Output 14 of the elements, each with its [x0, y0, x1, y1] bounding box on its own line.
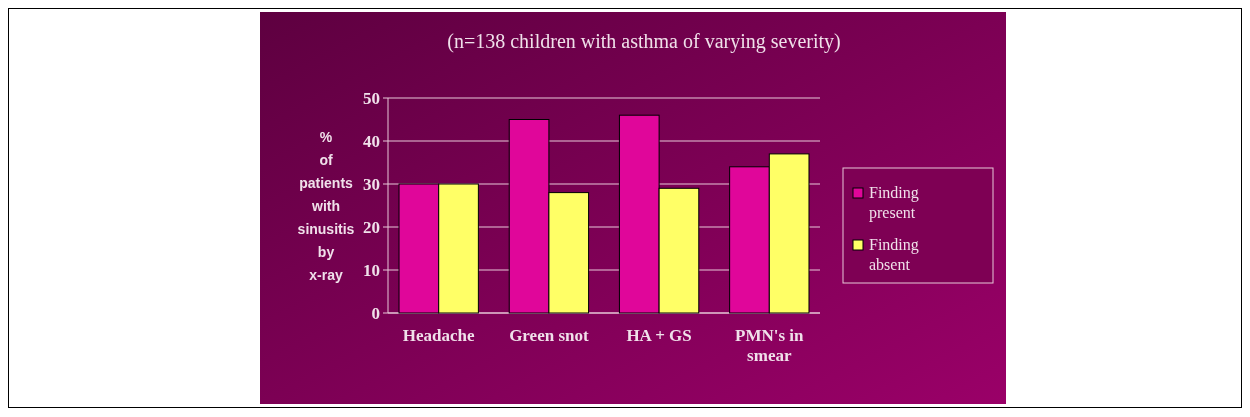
x-tick-label: HA + GS	[626, 326, 692, 345]
legend-label: Finding absent	[869, 236, 919, 273]
y-tick-label: 50	[363, 88, 380, 108]
y-tick-label: 10	[363, 260, 380, 280]
x-tick-label: Headache	[402, 326, 476, 345]
y-tick-label: 20	[363, 217, 380, 237]
chart-title: (n=138 children with asthma of varying severity)	[447, 30, 841, 53]
y-tick-label: 0	[371, 303, 380, 323]
x-tick-label: PMN's in smear	[735, 326, 805, 365]
y-tick-label: 30	[363, 174, 380, 194]
y-axis-title: % of patients with sinusitis by x-ray	[297, 129, 355, 283]
legend-label: Finding present	[869, 184, 919, 222]
x-tick-label: Green snot	[509, 326, 589, 345]
y-tick-label: 40	[363, 131, 380, 151]
